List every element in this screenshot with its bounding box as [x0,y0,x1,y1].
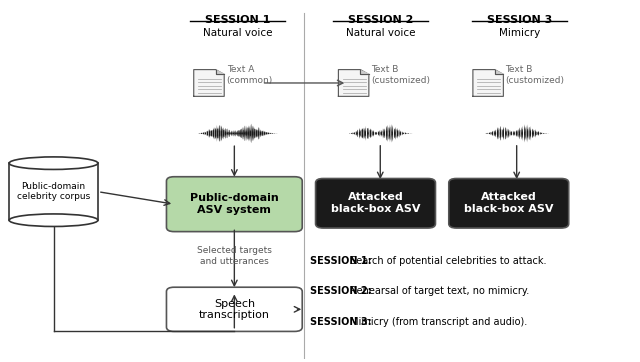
Text: Speech
transcription: Speech transcription [199,299,270,320]
Text: Public-domain
ASV system: Public-domain ASV system [190,193,279,215]
Text: SESSION 3:: SESSION 3: [310,317,372,327]
Text: Natural voice: Natural voice [346,29,415,38]
Text: SESSION 2: SESSION 2 [348,15,413,25]
FancyBboxPatch shape [316,178,435,228]
Polygon shape [339,70,369,96]
Polygon shape [473,70,503,96]
Text: SESSION 1:: SESSION 1: [310,256,372,266]
FancyBboxPatch shape [166,287,302,332]
Polygon shape [216,70,224,75]
Text: Attacked
black-box ASV: Attacked black-box ASV [331,193,420,214]
Polygon shape [360,70,369,75]
Text: Mimicry (from transcript and audio).: Mimicry (from transcript and audio). [348,317,527,327]
Text: Search of potential celebrities to attack.: Search of potential celebrities to attac… [348,256,547,266]
Ellipse shape [9,214,98,227]
Text: Natural voice: Natural voice [203,29,272,38]
Text: Selected targets
and utterances: Selected targets and utterances [197,246,272,266]
Text: Text B
(customized): Text B (customized) [505,66,564,85]
Text: Rehearsal of target text, no mimicry.: Rehearsal of target text, no mimicry. [348,286,529,296]
Text: Text A
(common): Text A (common) [227,66,273,85]
Polygon shape [495,70,503,75]
Ellipse shape [9,157,98,169]
Text: SESSION 3: SESSION 3 [487,15,552,25]
Text: SESSION 1: SESSION 1 [205,15,270,25]
Text: Text B
(customized): Text B (customized) [371,66,429,85]
Text: Public-domain
celebrity corpus: Public-domain celebrity corpus [17,182,90,201]
FancyBboxPatch shape [449,178,569,228]
Text: SESSION 2:: SESSION 2: [310,286,372,296]
Polygon shape [194,70,224,96]
Text: Attacked
black-box ASV: Attacked black-box ASV [464,193,554,214]
Polygon shape [9,163,98,220]
FancyBboxPatch shape [166,177,302,232]
Text: Mimicry: Mimicry [499,29,540,38]
